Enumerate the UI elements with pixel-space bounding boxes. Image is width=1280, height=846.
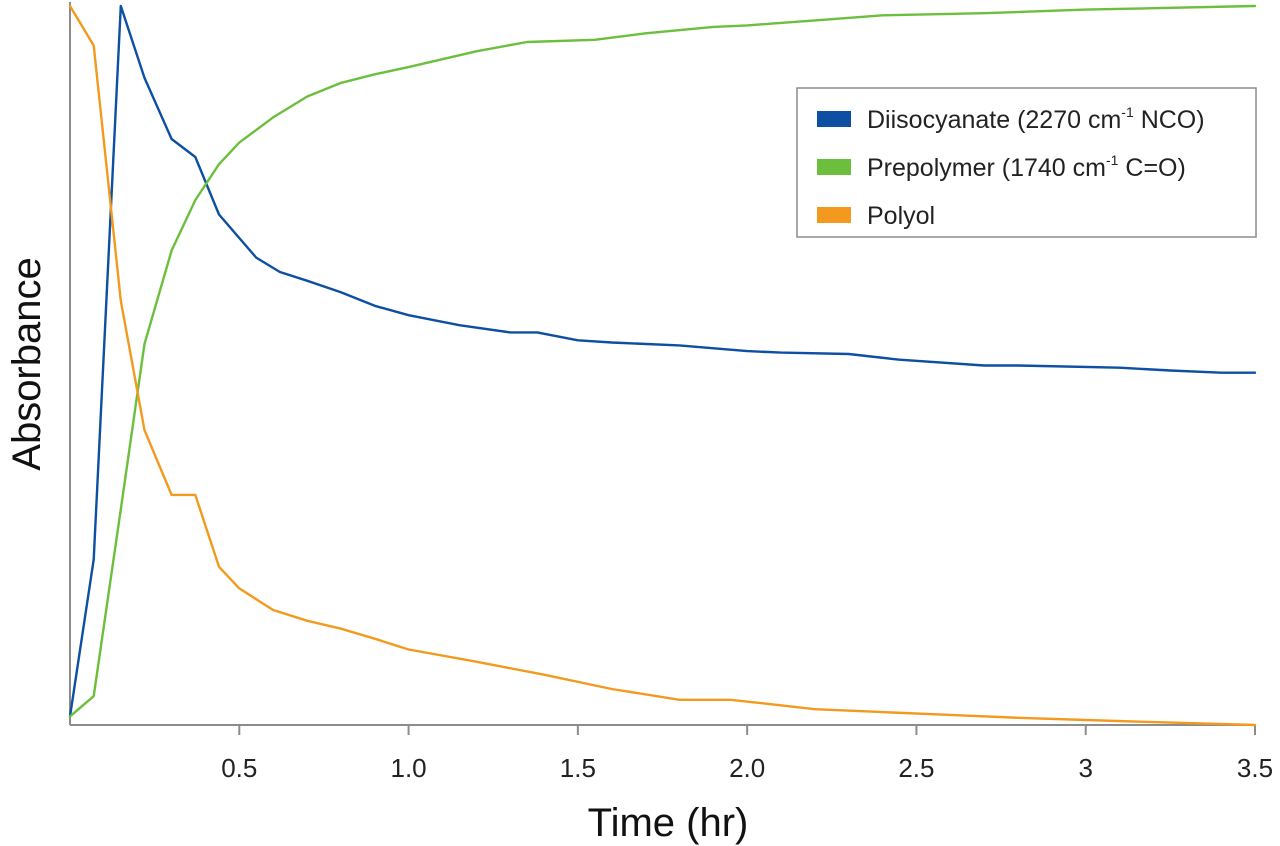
x-tick-label: 1.0	[390, 753, 426, 783]
legend-box	[796, 87, 1257, 238]
legend-swatch-diisocyanate	[817, 111, 851, 127]
x-tick-label: 2.0	[729, 753, 765, 783]
series-line-prepolymer	[68, 4, 1257, 718]
x-tick-label: 2.5	[898, 753, 934, 783]
legend-label-prepolymer: Prepolymer (1740 cm-1 C=O)	[867, 152, 1186, 182]
series-line-diisocyanate	[68, 4, 1257, 718]
legend: Diisocyanate (2270 cm-1 NCO) Prepolymer (…	[796, 87, 1257, 238]
x-tick-label: 3.5	[1237, 753, 1273, 783]
x-tick-label: 0.5	[221, 753, 257, 783]
legend-swatch-prepolymer	[817, 159, 851, 175]
axes: 0.5 1.0 1.5 2.0 2.5 3 3.5	[69, 2, 1273, 783]
series-line-polyol	[68, 4, 1257, 727]
x-axis-title: Time (hr)	[588, 801, 749, 845]
x-tick-label: 3	[1078, 753, 1092, 783]
legend-label-polyol: Polyol	[867, 202, 935, 230]
x-tick-label: 1.5	[560, 753, 596, 783]
series-lines	[68, 4, 1257, 727]
legend-swatch-polyol	[817, 207, 851, 223]
legend-label-diisocyanate: Diisocyanate (2270 cm-1 NCO)	[867, 104, 1205, 134]
y-axis-title: Absorbance	[5, 257, 49, 470]
